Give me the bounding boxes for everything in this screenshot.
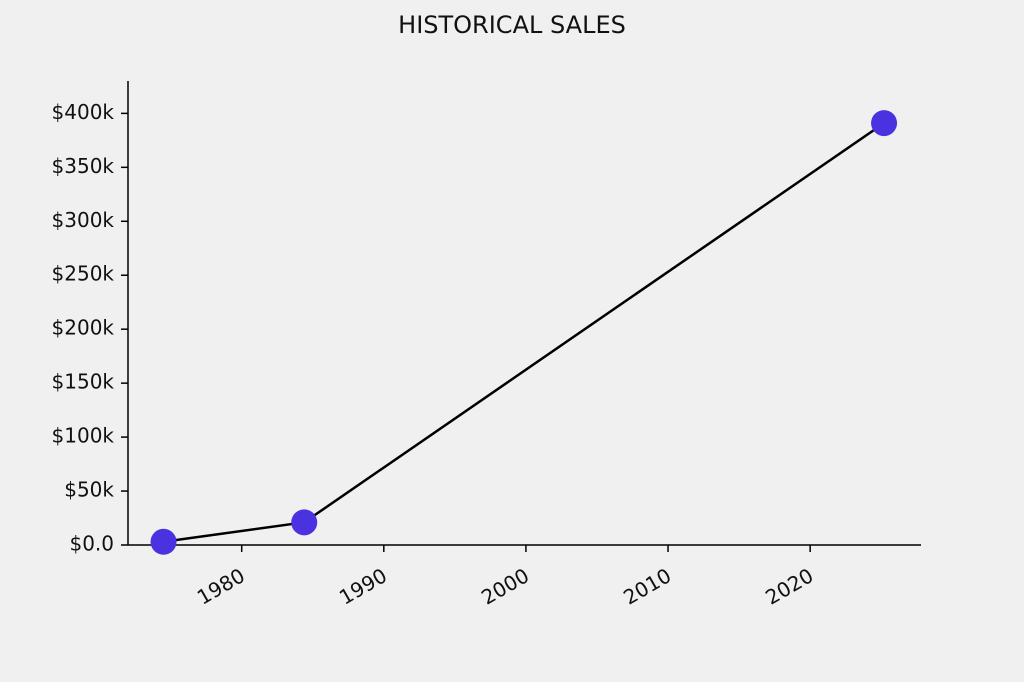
x-tick-label: 1980 <box>193 563 249 609</box>
marker <box>291 509 318 536</box>
y-tick-label: $200k <box>52 316 115 340</box>
marker <box>150 528 177 555</box>
marker <box>871 110 898 137</box>
y-tick-label: $100k <box>52 424 115 448</box>
chart-title: HISTORICAL SALES <box>398 11 626 39</box>
y-tick-label: $50k <box>64 478 114 502</box>
y-tick-label: $0.0 <box>69 532 114 556</box>
y-tick-label: $150k <box>52 370 115 394</box>
line <box>163 122 885 544</box>
y-tick-label: $300k <box>52 208 115 232</box>
y-tick-label: $400k <box>52 100 115 124</box>
y-tick-label: $350k <box>52 154 115 178</box>
x-tick-label: 2010 <box>619 563 675 609</box>
x-tick-label: 2000 <box>477 563 533 609</box>
x-tick-label: 1990 <box>335 563 391 609</box>
x-tick-label: 2020 <box>761 563 817 609</box>
y-tick-label: $250k <box>52 262 115 286</box>
